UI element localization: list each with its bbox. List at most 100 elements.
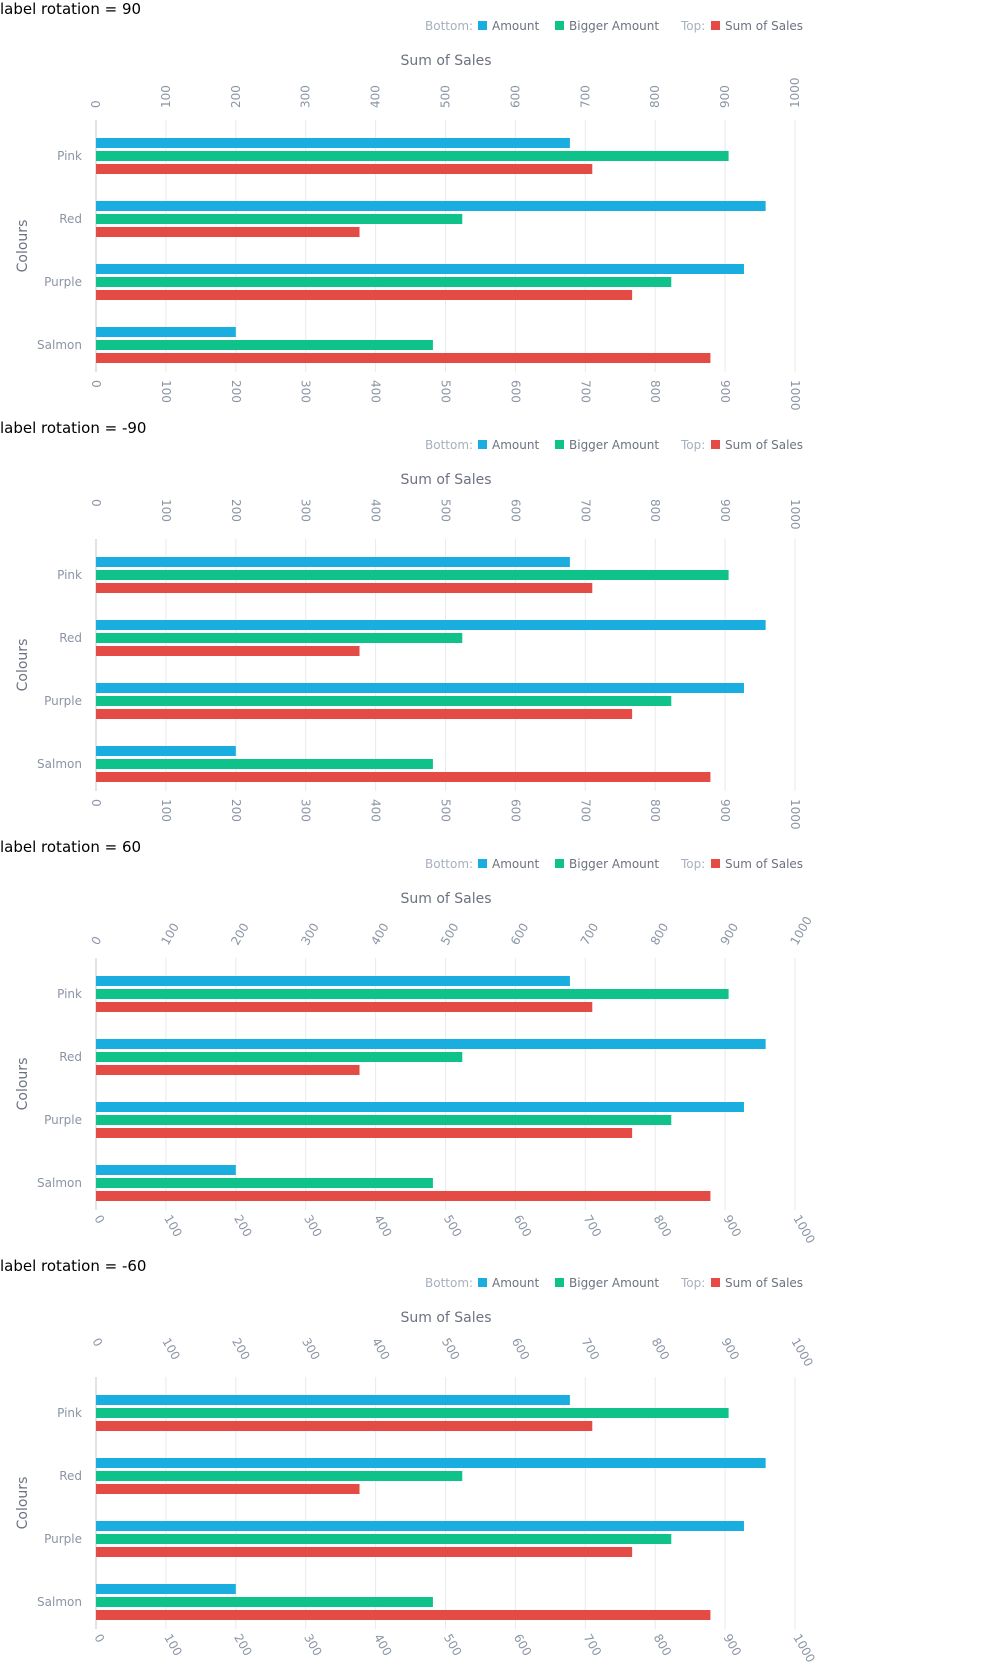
legend-swatch-bigger-amount	[555, 859, 564, 868]
bar-sum-of_sales	[96, 1191, 711, 1201]
top-tick-label: 200	[228, 921, 252, 948]
legend-group-label: Bottom:	[425, 19, 473, 33]
bar-amount	[96, 1102, 744, 1112]
top-tick-label: 300	[299, 1336, 323, 1363]
bottom-tick-label: 1000	[788, 799, 802, 830]
legend-label-bigger-amount: Bigger Amount	[569, 857, 659, 871]
category-label: Purple	[44, 1532, 82, 1546]
top-tick-label: 600	[508, 921, 532, 948]
bottom-tick-label: 300	[301, 1632, 325, 1659]
legend-group-label: Bottom:	[425, 1276, 473, 1290]
top-tick-label: 800	[649, 1336, 673, 1363]
legend-swatch-sum-of-sales	[711, 1278, 720, 1287]
bottom-tick-label: 700	[578, 380, 592, 403]
top-tick-label: 700	[578, 499, 592, 522]
top-tick-label: 100	[158, 921, 182, 948]
bottom-tick-label: 500	[441, 1213, 465, 1240]
top-tick-label: 100	[159, 499, 173, 522]
bar-amount	[96, 201, 766, 211]
bar-bigger-amount	[96, 1052, 463, 1062]
legend-swatch-bigger-amount	[555, 440, 564, 449]
bar-amount	[96, 1165, 236, 1175]
legend-swatch-sum-of-sales	[711, 21, 720, 30]
bar-amount	[96, 620, 766, 630]
legend-swatch-amount	[478, 440, 487, 449]
top-tick-label: 200	[229, 85, 243, 108]
bar-bigger-amount	[96, 1597, 433, 1607]
legend-swatch-amount	[478, 859, 487, 868]
top-tick-label: 1000	[788, 499, 802, 530]
y-axis-title: Colours	[15, 1058, 31, 1111]
bottom-tick-label: 600	[508, 799, 522, 822]
category-label: Salmon	[37, 1176, 82, 1190]
legend-swatch-sum-of-sales	[711, 440, 720, 449]
panel-label: label rotation = -90	[0, 419, 147, 437]
top-tick-label: 800	[648, 85, 662, 108]
bottom-tick-label: 600	[511, 1632, 535, 1659]
top-tick-label: 800	[648, 921, 672, 948]
bottom-tick-label: 900	[718, 799, 732, 822]
bar-bigger-amount	[96, 151, 729, 161]
bottom-tick-label: 900	[718, 380, 732, 403]
bottom-tick-label: 100	[161, 1632, 185, 1659]
legend-swatch-amount	[478, 1278, 487, 1287]
bottom-tick-label: 700	[581, 1632, 605, 1659]
top-tick-label: 700	[579, 1336, 603, 1363]
bottom-tick-label: 900	[721, 1632, 745, 1659]
legend-label-amount: Amount	[492, 1276, 539, 1290]
bottom-tick-label: 400	[371, 1632, 395, 1659]
bar-sum-of_sales	[96, 1002, 593, 1012]
bar-bigger-amount	[96, 214, 463, 224]
top-tick-label: 1000	[787, 914, 814, 947]
chart-title: Sum of Sales	[400, 53, 491, 69]
bottom-tick-label: 0	[91, 1632, 107, 1646]
chart-panel-rotation-60: label rotation = 60 Bottom: Amount Bigger …	[0, 838, 1008, 1257]
bar-sum-of_sales	[96, 164, 593, 174]
bar-bigger-amount	[96, 340, 433, 350]
legend-label-amount: Amount	[492, 857, 539, 871]
bar-sum-of_sales	[96, 709, 633, 719]
bottom-tick-label: 200	[231, 1632, 255, 1659]
legend-group-label: Top:	[680, 1276, 705, 1290]
legend-swatch-sum-of-sales	[711, 859, 720, 868]
chart-panel-rotation-minus-60: label rotation = -60 Bottom: Amount Bigger…	[0, 1257, 1008, 1676]
bottom-tick-label: 200	[231, 1213, 255, 1240]
top-tick-label: 0	[89, 499, 103, 507]
top-tick-label: 300	[299, 499, 313, 522]
top-tick-label: 900	[718, 921, 742, 948]
bottom-tick-label: 800	[651, 1213, 675, 1240]
bar-amount	[96, 1395, 570, 1405]
top-tick-label: 100	[159, 85, 173, 108]
legend-group-label: Top:	[680, 19, 705, 33]
bar-sum-of_sales	[96, 290, 633, 300]
top-tick-label: 900	[718, 85, 732, 108]
legend-label-bigger-amount: Bigger Amount	[569, 1276, 659, 1290]
bar-bigger-amount	[96, 1115, 672, 1125]
bar-bigger-amount	[96, 1471, 463, 1481]
top-tick-label: 500	[438, 921, 462, 948]
bar-amount	[96, 1039, 766, 1049]
chart-panel-rotation-90: label rotation = 90 Bottom: Amount Bigger …	[0, 0, 1008, 419]
bottom-tick-label: 800	[648, 380, 662, 403]
top-tick-label: 900	[718, 499, 732, 522]
bar-bigger-amount	[96, 633, 463, 643]
top-tick-label: 500	[439, 85, 453, 108]
legend-swatch-bigger-amount	[555, 21, 564, 30]
top-tick-label: 400	[369, 499, 383, 522]
category-label: Red	[59, 1469, 82, 1483]
bar-amount	[96, 976, 570, 986]
category-label: Salmon	[37, 338, 82, 352]
bar-amount	[96, 327, 236, 337]
category-label: Red	[59, 631, 82, 645]
legend-group-label: Bottom:	[425, 438, 473, 452]
bottom-tick-label: 400	[371, 1213, 395, 1240]
legend-label-sum-of-sales: Sum of Sales	[725, 438, 803, 452]
top-tick-label: 400	[368, 921, 392, 948]
top-tick-label: 100	[159, 1336, 183, 1363]
bar-sum-of_sales	[96, 583, 593, 593]
category-label: Pink	[57, 149, 82, 163]
top-tick-label: 500	[439, 499, 453, 522]
top-tick-label: 200	[229, 1336, 253, 1363]
panel-label: label rotation = 90	[0, 0, 142, 18]
bottom-tick-label: 300	[299, 380, 313, 403]
